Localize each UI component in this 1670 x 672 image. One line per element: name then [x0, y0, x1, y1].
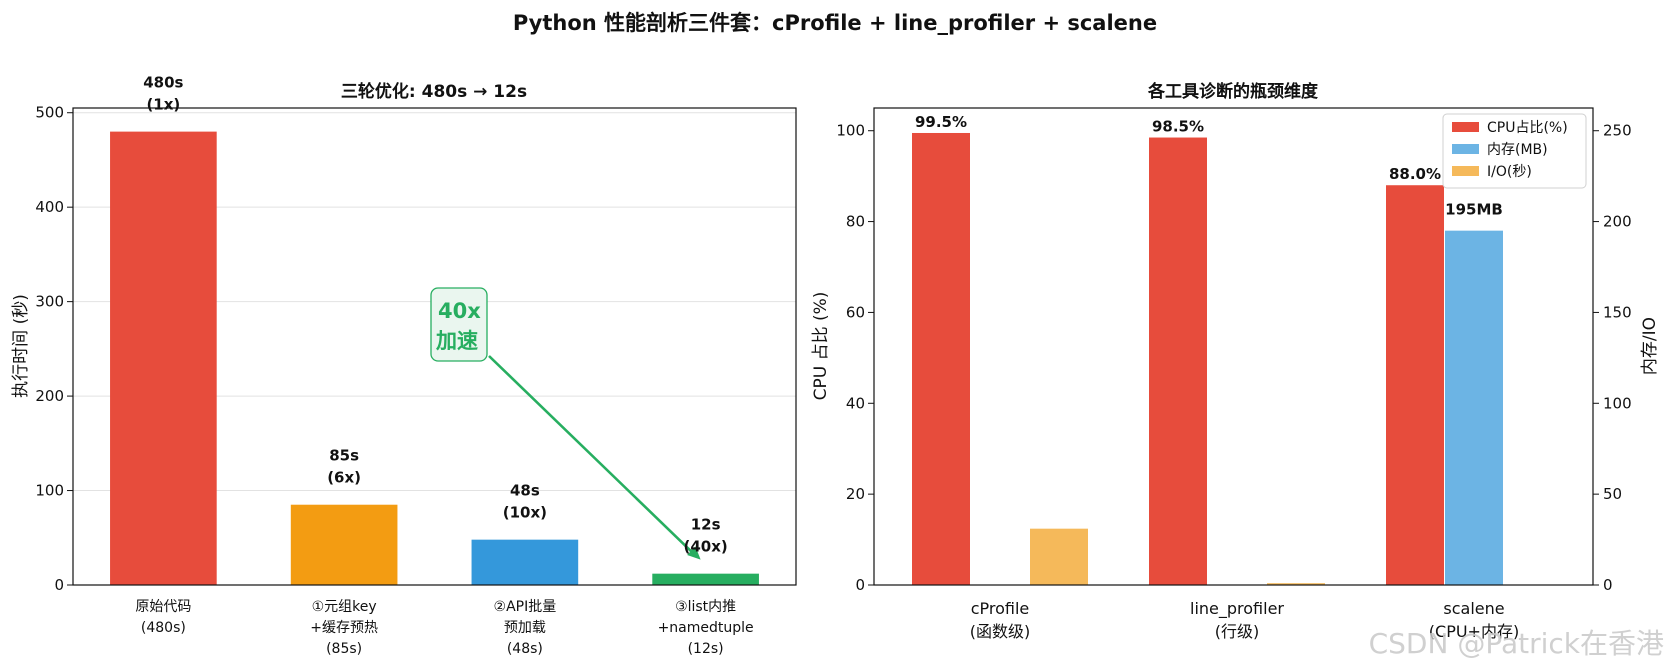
right-left-y-tick-label: 80 [846, 213, 865, 231]
right-right-y-tick-label: 250 [1603, 122, 1632, 140]
right-y2-axis-label: 内存/IO [1640, 317, 1660, 375]
right-right-y-tick-label: 50 [1603, 485, 1622, 503]
right-data-label: 88.0% [1389, 165, 1441, 183]
right-x-category-label: line_profiler [1190, 599, 1284, 619]
legend-swatch [1452, 166, 1479, 176]
right-x-category-label: scalene [1443, 599, 1504, 618]
left-data-label: 85s [329, 447, 359, 465]
right-right-y-ticks: 0 50 100 150 200 250 [1593, 122, 1632, 594]
right-left-y-tick-label: 60 [846, 303, 865, 321]
right-right-y-tick-label: 150 [1603, 303, 1632, 321]
watermark: CSDN @Patrick在香港 [1369, 627, 1664, 660]
annotation-text: 加速 [435, 329, 478, 353]
left-chart-title: 三轮优化: 480s → 12s [341, 81, 527, 102]
left-x-category-label: +缓存预热 [310, 620, 378, 636]
left-chart: 40x 加速 0 100 200 300 400 500 原始代码 (480s) ①元组key +… [11, 74, 797, 657]
right-bar [1267, 583, 1325, 585]
legend-swatch [1452, 144, 1479, 154]
right-legend: CPU占比(%) 内存(MB) I/O(秒) [1442, 113, 1587, 189]
left-x-category-label: ②API批量 [494, 599, 557, 615]
left-data-label: 480s [143, 74, 183, 92]
left-data-label: 48s [510, 482, 540, 500]
suptitle: Python 性能剖析三件套：cProfile + line_profiler … [513, 11, 1157, 35]
right-left-y-tick-label: 100 [836, 122, 865, 140]
right-left-y-tick-label: 0 [855, 576, 865, 594]
right-x-category-label: (函数级) [970, 622, 1031, 641]
left-annotation: 40x 加速 [430, 287, 701, 560]
right-bar [1445, 230, 1503, 585]
left-data-label: (1x) [146, 96, 180, 114]
left-x-category-label: (48s) [507, 641, 543, 657]
left-bars [110, 131, 759, 585]
left-data-label: (40x) [683, 538, 727, 556]
right-bar [1386, 185, 1444, 585]
left-y-tick-label: 200 [35, 387, 64, 405]
left-bar [110, 131, 217, 585]
left-x-category-label: (480s) [141, 620, 186, 636]
right-left-y-tick-label: 40 [846, 394, 865, 412]
annotation-text: 40x [438, 299, 481, 323]
left-y-tick-label: 0 [54, 576, 64, 594]
annotation-arrow-head [687, 546, 701, 560]
right-x-categories: cProfile (函数级) line_profiler (行级) scalene (CP… [970, 599, 1519, 641]
right-chart: 0 20 40 60 80 100 0 50 100 150 200 250 cProfile (函数… [811, 81, 1660, 641]
left-data-label: (10x) [503, 504, 547, 522]
left-y-tick-label: 500 [35, 104, 64, 122]
right-data-label: 195MB [1445, 201, 1503, 219]
right-bar [1149, 137, 1207, 585]
left-axes-frame [72, 107, 797, 586]
right-x-category-label: (行级) [1215, 622, 1260, 641]
right-right-y-tick-label: 100 [1603, 394, 1632, 412]
left-x-category-label: (85s) [326, 641, 362, 657]
left-x-category-label: (12s) [688, 641, 724, 657]
left-y-tick-label: 300 [35, 293, 64, 311]
left-x-category-label: 预加载 [504, 620, 546, 636]
left-bar [471, 539, 579, 585]
right-left-y-tick-label: 20 [846, 485, 865, 503]
right-bar [912, 132, 970, 585]
right-axes-frame [873, 107, 1594, 586]
right-right-y-tick-label: 200 [1603, 213, 1632, 231]
right-data-labels: 99.5% 98.5% 88.0%195MB [915, 113, 1503, 219]
legend-label: I/O(秒) [1487, 164, 1532, 180]
right-bar [1030, 528, 1088, 585]
left-y-ticks: 0 100 200 300 400 500 [35, 104, 73, 594]
left-bar [290, 504, 398, 585]
annotation-box [430, 287, 488, 362]
legend-swatch [1452, 122, 1479, 132]
left-x-category-label: ③list内推 [675, 599, 736, 615]
annotation-arrow-line [488, 355, 695, 555]
left-x-category-label: 原始代码 [135, 599, 191, 615]
right-chart-title: 各工具诊断的瓶颈维度 [1147, 81, 1319, 102]
left-data-labels: 480s (1x) 85s (6x) 48s (10x) 12s (40x) [143, 74, 728, 556]
right-bars [912, 132, 1503, 585]
left-y-tick-label: 100 [35, 482, 64, 500]
right-x-category-label: (CPU+内存) [1429, 622, 1519, 641]
legend-label: 内存(MB) [1487, 142, 1548, 158]
left-data-label: 12s [691, 516, 721, 534]
left-bar [652, 573, 759, 585]
right-left-y-ticks: 0 20 40 60 80 100 [836, 122, 874, 594]
left-y-tick-label: 400 [35, 198, 64, 216]
left-y-axis-label: 执行时间 (秒) [11, 294, 31, 398]
legend-label: CPU占比(%) [1487, 120, 1568, 136]
left-x-category-label: ①元组key [312, 599, 377, 615]
right-data-label: 99.5% [915, 113, 967, 131]
right-x-category-label: cProfile [971, 599, 1030, 618]
right-right-y-tick-label: 0 [1603, 576, 1613, 594]
left-x-category-label: +namedtuple [658, 620, 754, 636]
right-y-axis-label: CPU 占比 (%) [811, 292, 831, 401]
left-data-label: (6x) [327, 469, 361, 487]
right-data-label: 98.5% [1152, 118, 1204, 136]
